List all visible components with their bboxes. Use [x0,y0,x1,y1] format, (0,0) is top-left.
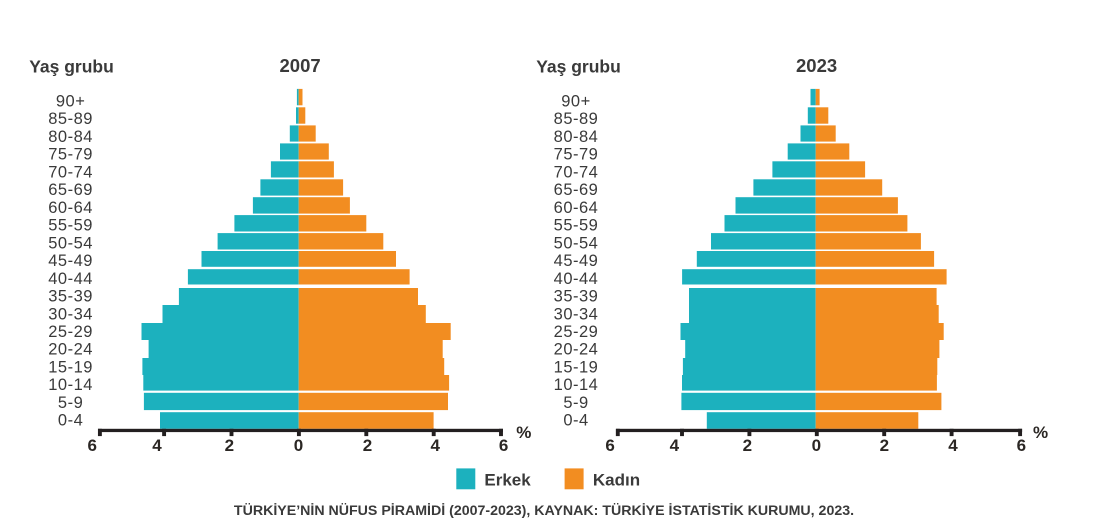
svg-text:20-24: 20-24 [48,341,93,359]
svg-text:4: 4 [152,436,162,455]
svg-text:2: 2 [743,436,752,455]
svg-text:30-34: 30-34 [554,305,599,323]
svg-text:2: 2 [225,436,234,455]
svg-text:25-29: 25-29 [48,323,93,341]
svg-text:15-19: 15-19 [554,358,599,376]
svg-text:5-9: 5-9 [563,394,588,412]
svg-text:4: 4 [948,436,958,455]
svg-text:25-29: 25-29 [554,323,599,341]
svg-text:0: 0 [812,436,821,455]
svg-text:2: 2 [880,436,889,455]
svg-text:80-84: 80-84 [48,128,93,146]
svg-text:Yaş grubu: Yaş grubu [29,56,114,76]
svg-text:6: 6 [1017,436,1026,455]
svg-text:65-69: 65-69 [48,181,93,199]
svg-text:80-84: 80-84 [554,128,599,146]
svg-text:Yaş grubu: Yaş grubu [536,56,621,76]
svg-text:20-24: 20-24 [554,341,599,359]
svg-text:Erkek: Erkek [484,470,531,489]
svg-text:35-39: 35-39 [554,288,599,306]
svg-text:10-14: 10-14 [554,376,599,394]
svg-text:2007: 2007 [280,55,321,76]
svg-text:15-19: 15-19 [48,358,93,376]
svg-text:55-59: 55-59 [48,217,93,235]
svg-text:85-89: 85-89 [554,110,599,128]
svg-text:TÜRKİYE’NİN NÜFUS PİRAMİDİ (20: TÜRKİYE’NİN NÜFUS PİRAMİDİ (2007-2023), … [234,502,854,519]
svg-text:6: 6 [499,436,508,455]
svg-text:70-74: 70-74 [554,163,599,181]
svg-text:5-9: 5-9 [58,394,83,412]
svg-text:10-14: 10-14 [48,376,93,394]
svg-text:0: 0 [294,436,303,455]
svg-text:60-64: 60-64 [48,199,93,217]
svg-text:4: 4 [670,436,680,455]
svg-text:50-54: 50-54 [554,234,599,252]
svg-text:90+: 90+ [561,93,591,111]
svg-text:40-44: 40-44 [554,270,599,288]
svg-text:6: 6 [87,436,96,455]
svg-text:4: 4 [430,436,440,455]
svg-text:2023: 2023 [796,55,837,76]
svg-text:%: % [1033,423,1048,442]
svg-text:75-79: 75-79 [554,146,599,164]
svg-text:45-49: 45-49 [554,252,599,270]
svg-text:0-4: 0-4 [563,412,588,430]
svg-text:75-79: 75-79 [48,146,93,164]
svg-text:6: 6 [605,436,614,455]
svg-text:65-69: 65-69 [554,181,599,199]
svg-text:40-44: 40-44 [48,270,93,288]
svg-text:Kadın: Kadın [593,470,640,489]
svg-text:45-49: 45-49 [48,252,93,270]
svg-text:55-59: 55-59 [554,217,599,235]
svg-text:0-4: 0-4 [58,412,83,430]
svg-text:50-54: 50-54 [48,234,93,252]
svg-text:2: 2 [363,436,372,455]
svg-text:30-34: 30-34 [48,305,93,323]
svg-text:70-74: 70-74 [48,163,93,181]
svg-text:85-89: 85-89 [48,110,93,128]
svg-text:60-64: 60-64 [554,199,599,217]
svg-text:35-39: 35-39 [48,288,93,306]
svg-text:%: % [516,423,531,442]
svg-text:90+: 90+ [56,93,86,111]
